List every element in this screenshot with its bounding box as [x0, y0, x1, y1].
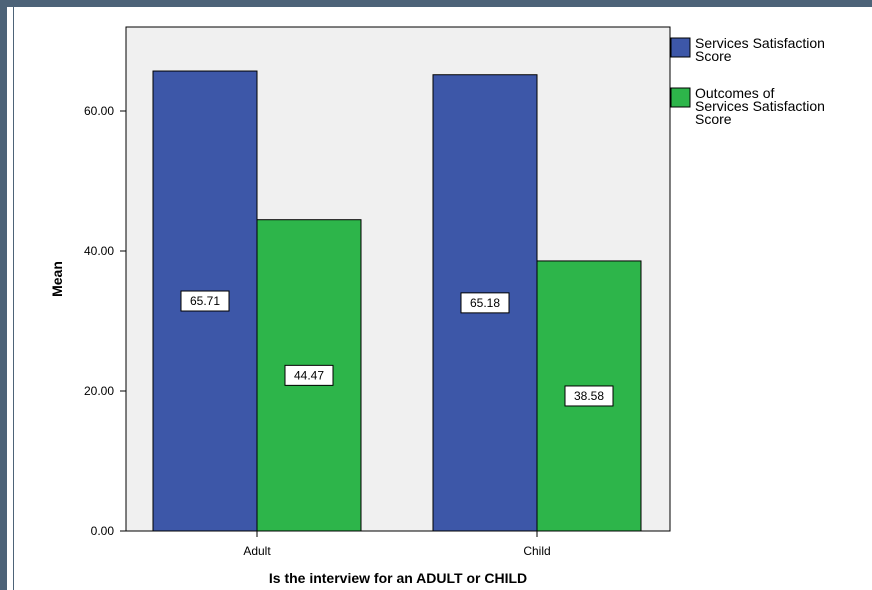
x-axis-title: Is the interview for an ADULT or CHILD [269, 570, 527, 586]
window-frame-inner-line [13, 7, 14, 590]
window-frame-top [0, 0, 872, 7]
data-label-box [460, 292, 510, 314]
window-frame-left [0, 0, 7, 590]
data-label-box [180, 290, 230, 312]
legend-label: Outcomes of [695, 85, 774, 101]
legend-swatch [670, 87, 691, 108]
legend-label: Score [695, 111, 732, 127]
data-label: 65.18 [470, 296, 500, 310]
y-tick-label: 0.00 [91, 524, 115, 538]
data-label: 44.47 [294, 368, 324, 382]
y-tick-label: 40.00 [84, 244, 114, 258]
data-label-box [284, 364, 334, 386]
data-label: 65.71 [190, 294, 220, 308]
y-tick-label: 60.00 [84, 104, 114, 118]
data-label: 38.58 [574, 389, 604, 403]
legend-label: Services Satisfaction [695, 98, 825, 114]
y-axis-title: Mean [49, 261, 65, 297]
legend-label: Score [695, 48, 732, 64]
x-tick-label: Adult [243, 544, 271, 558]
legend-label: Services Satisfaction [695, 35, 825, 51]
data-label-box [564, 385, 614, 407]
x-tick-label: Child [523, 544, 550, 558]
legend-swatch [670, 37, 691, 58]
y-tick-label: 20.00 [84, 384, 114, 398]
